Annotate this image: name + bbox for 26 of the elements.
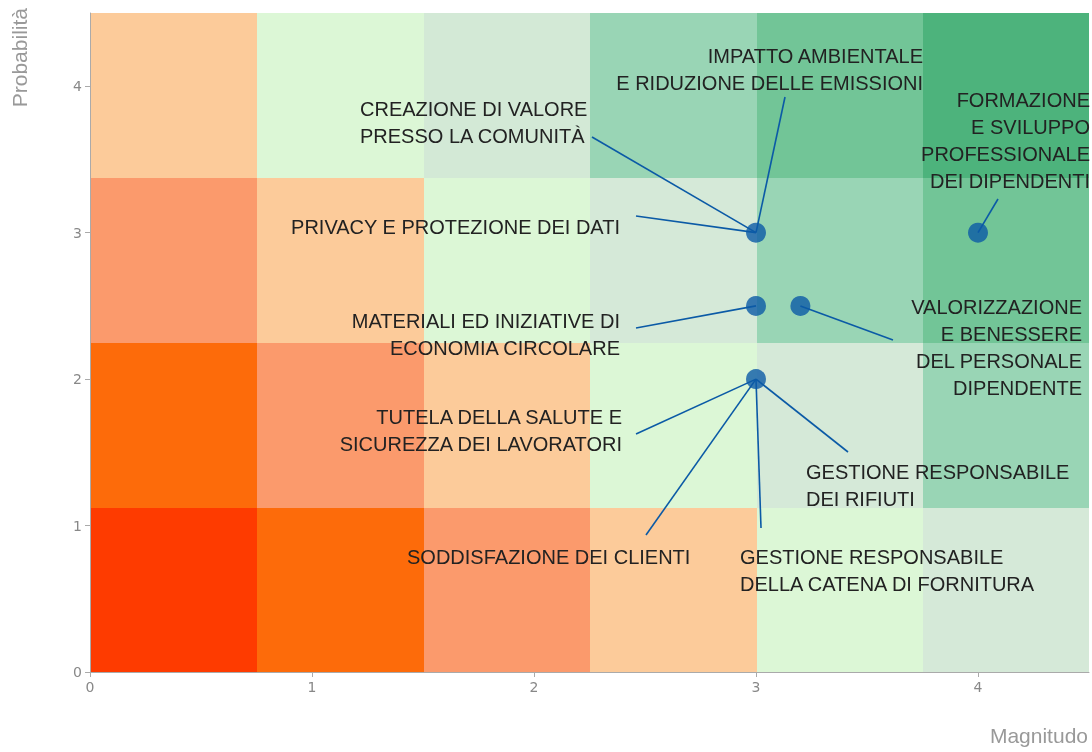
point bbox=[968, 222, 988, 243]
annotation: PRIVACY E PROTEZIONE DEI DATI bbox=[291, 215, 620, 238]
x-axis-title: Magnitudo bbox=[989, 724, 1088, 748]
x-tick-label: 3 bbox=[751, 679, 761, 695]
y-tick-label: 4 bbox=[73, 78, 83, 95]
x-tick-label: 4 bbox=[973, 679, 983, 695]
y-axis-title: Probabilità bbox=[8, 8, 32, 108]
annotation: TUTELA DELLA SALUTE E SICUREZZA DEI LAVORATORI bbox=[339, 405, 622, 455]
y-tick-label: 3 bbox=[73, 224, 82, 241]
point bbox=[746, 369, 766, 390]
x-tick-label: 1 bbox=[307, 679, 317, 695]
y-tick-label: 2 bbox=[73, 371, 82, 388]
annotation: MATERIALI ED INIZIATIVE DI ECONOMIA CIRCOLARE bbox=[351, 309, 620, 359]
point bbox=[746, 222, 766, 243]
x-tick-label: 2 bbox=[529, 679, 539, 695]
y-tick-label: 0 bbox=[73, 664, 82, 680]
annotation: GESTIONE RESPONSABILE DEI RIFIUTI bbox=[806, 460, 1070, 510]
point bbox=[790, 295, 811, 316]
point bbox=[746, 295, 766, 316]
annotation: GESTIONE RESPONSABILE DELLA CATENA DI FORNITURA bbox=[740, 545, 1035, 595]
annotation: VALORIZZAZIONE E BENESSERE DEL PERSONALE DIPENDENTE bbox=[911, 295, 1082, 399]
y-tick-label: 1 bbox=[73, 517, 82, 534]
annotation: CREAZIONE DI VALORE PRESSO LA COMUNITÀ bbox=[360, 97, 588, 147]
annotation: IMPATTO AMBIENTALE E RIDUZIONE DELLE EMISSIONI bbox=[616, 44, 923, 94]
annotation: SODDISFAZIONE DEI CLIENTI bbox=[407, 545, 691, 568]
x-tick-label: 0 bbox=[85, 679, 95, 695]
